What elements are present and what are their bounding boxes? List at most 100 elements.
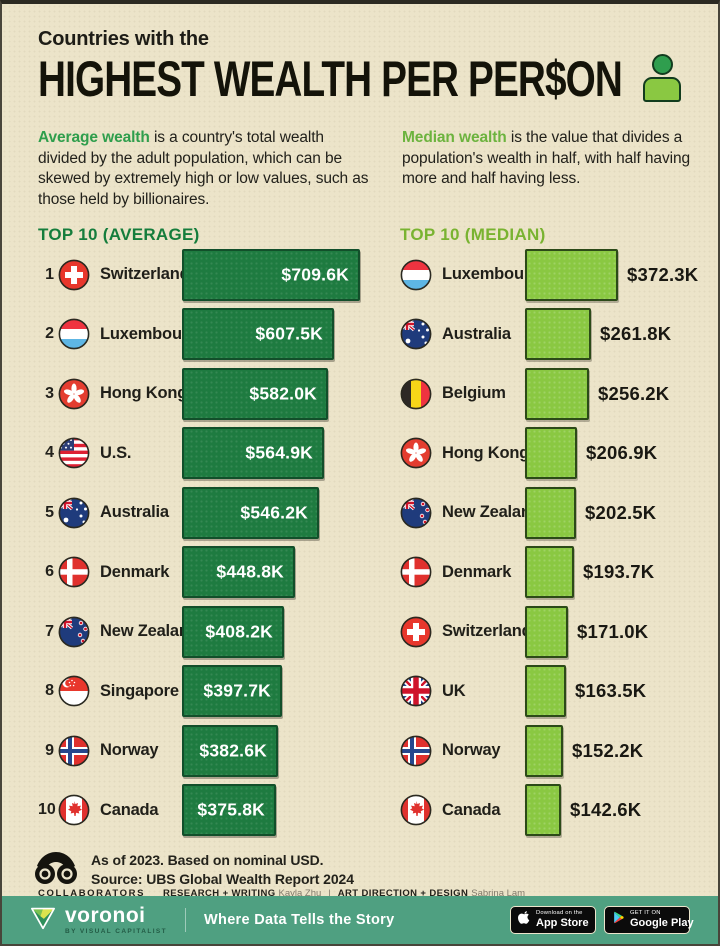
value-label: $564.9K — [245, 442, 313, 463]
average-wealth-term: Average wealth — [38, 129, 150, 146]
value-bar — [525, 367, 589, 420]
median-wealth-term: Median wealth — [402, 129, 507, 146]
flag-icon-hong-kong — [58, 378, 90, 410]
badge-top-text: Download on the — [536, 909, 583, 916]
value-label: $408.2K — [205, 621, 273, 642]
value-label: $163.5K — [575, 680, 647, 702]
collaborators-line: COLLABORATORS RESEARCH + WRITING Kayla Zhu… — [38, 888, 525, 899]
flag-icon-canada — [400, 794, 432, 826]
country-label: Australia — [442, 324, 511, 343]
rank-label: 5 — [45, 503, 54, 521]
value-bar — [525, 665, 566, 718]
source-line: Source: UBS Global Wealth Report 2024 — [91, 870, 354, 887]
value-bar: $382.6K — [182, 724, 278, 777]
value-label: $448.8K — [216, 561, 284, 582]
flag-icon-denmark — [58, 556, 90, 588]
country-label: Switzerland — [442, 622, 532, 641]
chart-row-canada: Canada $142.6K — [400, 781, 705, 841]
country-label: Norway — [100, 741, 159, 760]
definition-average: Average wealth is a country's total weal… — [38, 128, 374, 210]
app-store-badge[interactable]: Download on the App Store — [510, 906, 596, 934]
chart-row-uk: UK $163.5K — [400, 662, 705, 722]
chart-row-switzerland: 1 Switzerland $709.6K — [38, 245, 383, 305]
brand-subtitle: BY VISUAL CAPITALIST — [65, 927, 168, 935]
value-bar: $607.5K — [182, 308, 334, 361]
voronoi-brand[interactable]: voronoi BY VISUAL CAPITALIST — [30, 905, 167, 936]
flag-icon-uk — [400, 675, 432, 707]
bottom-brand-bar: voronoi BY VISUAL CAPITALIST Where Data … — [2, 896, 718, 944]
flag-icon-belgium — [400, 378, 432, 410]
value-bar: $546.2K — [182, 486, 319, 539]
value-bar: $564.9K — [182, 427, 324, 480]
chart-row-denmark: 6 Denmark $448.8K — [38, 543, 383, 603]
country-label: Hong Kong — [442, 443, 530, 462]
value-label: $142.6K — [570, 799, 642, 821]
flag-icon-luxembourg — [58, 318, 90, 350]
person-head — [651, 54, 673, 75]
flag-icon-norway — [400, 735, 432, 767]
chart-row-belgium: Belgium $256.2K — [400, 364, 705, 424]
credit-role: ART DIRECTION + DESIGN — [337, 888, 469, 899]
credit-name: Kayla Zhu — [278, 888, 322, 899]
value-label: $256.2K — [598, 382, 670, 404]
value-bar: $375.8K — [182, 784, 276, 837]
value-bar: $397.7K — [182, 665, 282, 718]
value-label: $152.2K — [572, 739, 644, 761]
chart-average-rows: 1 Switzerland $709.6K 2 Luxembourg $607.5K 3 Ho… — [38, 245, 383, 840]
value-label: $397.7K — [203, 680, 271, 701]
chart-row-hong-kong: 3 Hong Kong $582.0K — [38, 364, 383, 424]
value-label: $171.0K — [577, 620, 649, 642]
chart-row-u-s: 4 U.S. $564.9K — [38, 424, 383, 484]
flag-icon-singapore — [58, 675, 90, 707]
country-label: Denmark — [442, 562, 512, 581]
chart-row-new-zealand: 7 New Zealand $408.2K — [38, 602, 383, 662]
chart-average: TOP 10 (AVERAGE) 1 Switzerland $709.6K 2 Lux… — [38, 226, 383, 840]
country-label: Australia — [100, 503, 169, 522]
binoculars-mascot-icon — [32, 849, 80, 890]
definition-median: Median wealth is the value that divides … — [402, 128, 698, 190]
apple-icon — [518, 910, 531, 930]
value-bar — [525, 427, 577, 480]
rank-label: 4 — [45, 444, 54, 462]
country-label: U.S. — [100, 443, 132, 462]
chart-row-australia: 5 Australia $546.2K — [38, 483, 383, 543]
rank-label: 8 — [45, 682, 54, 700]
country-label: Norway — [442, 741, 501, 760]
rank-label: 10 — [38, 801, 56, 819]
google-play-badge[interactable]: GET IT ON Google Play — [604, 906, 694, 934]
country-label: Hong Kong — [100, 384, 188, 403]
value-bar — [525, 248, 618, 301]
page-title: HIGHEST WEALTH PER PER$ON — [38, 51, 623, 108]
source-note: As of 2023. Based on nominal USD. Source… — [32, 849, 354, 890]
value-label: $372.3K — [627, 263, 699, 285]
flag-icon-australia — [58, 497, 90, 529]
country-label: Canada — [100, 800, 159, 819]
country-label: Singapore — [100, 681, 179, 700]
rank-label: 1 — [45, 265, 54, 283]
value-bar — [525, 724, 563, 777]
country-label: UK — [442, 681, 466, 700]
badge-store-name: App Store — [536, 917, 589, 930]
country-label: Switzerland — [100, 265, 190, 284]
chart-median: TOP 10 (MEDIAN) Luxembourg $372.3K Austral… — [400, 226, 705, 840]
country-label: Belgium — [442, 384, 506, 403]
badge-top-text: GET IT ON — [630, 909, 661, 916]
value-bar: $709.6K — [182, 248, 360, 301]
chart-row-luxembourg: 2 Luxembourg $607.5K — [38, 305, 383, 365]
voronoi-logo-icon — [30, 906, 56, 935]
rank-label: 6 — [45, 563, 54, 581]
brand-tagline: Where Data Tells the Story — [204, 912, 395, 928]
value-label: $375.8K — [197, 799, 265, 820]
chart-median-rows: Luxembourg $372.3K Australia $261.8K Belgium… — [400, 245, 705, 840]
value-bar: $408.2K — [182, 605, 284, 658]
value-bar — [525, 605, 568, 658]
chart-row-australia: Australia $261.8K — [400, 305, 705, 365]
country-label: New Zealand — [100, 622, 199, 641]
flag-icon-new-zealand — [58, 616, 90, 648]
rank-label: 9 — [45, 741, 54, 759]
value-bar: $582.0K — [182, 367, 328, 420]
credit-role: RESEARCH + WRITING — [163, 888, 276, 899]
chart-row-norway: 9 Norway $382.6K — [38, 721, 383, 781]
chart-row-singapore: 8 Singapore $397.7K — [38, 662, 383, 722]
